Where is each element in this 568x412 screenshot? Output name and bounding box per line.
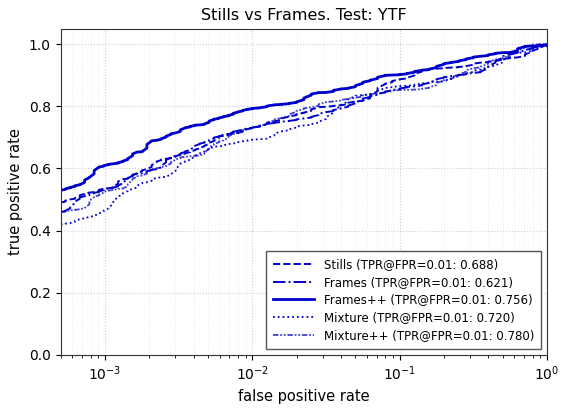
Frames (TPR@FPR=0.01: 0.621): (0.355, 0.91): 0.621): (0.355, 0.91) xyxy=(477,70,484,75)
Y-axis label: true positive rate: true positive rate xyxy=(9,128,23,255)
Stills (TPR@FPR=0.01: 0.688): (1, 0.999): 0.688): (1, 0.999) xyxy=(544,42,550,47)
Stills (TPR@FPR=0.01: 0.688): (0.0026, 0.631): 0.688): (0.0026, 0.631) xyxy=(162,156,169,161)
Mixture (TPR@FPR=0.01: 0.720): (0.631, 0.973): 0.720): (0.631, 0.973) xyxy=(514,50,521,55)
Stills (TPR@FPR=0.01: 0.688): (0.0005, 0.49): 0.688): (0.0005, 0.49) xyxy=(57,200,64,205)
Frames (TPR@FPR=0.01: 0.621): (0.224, 0.896): 0.621): (0.224, 0.896) xyxy=(448,74,454,79)
Stills (TPR@FPR=0.01: 0.688): (0.00378, 0.652): 0.688): (0.00378, 0.652) xyxy=(187,150,194,154)
Frames++ (TPR@FPR=0.01: 0.756): (0.00473, 0.742): 0.756): (0.00473, 0.742) xyxy=(201,122,208,127)
Frames++ (TPR@FPR=0.01: 0.756): (0.0026, 0.704): 0.756): (0.0026, 0.704) xyxy=(162,134,169,139)
Mixture (TPR@FPR=0.01: 0.720): (0.00378, 0.628): 0.720): (0.00378, 0.628) xyxy=(187,157,194,162)
Line: Frames (TPR@FPR=0.01: 0.621): Frames (TPR@FPR=0.01: 0.621) xyxy=(61,45,547,212)
Mixture++ (TPR@FPR=0.01: 0.780): (0.00378, 0.639): 0.780): (0.00378, 0.639) xyxy=(187,154,194,159)
Legend: Stills (TPR@FPR=0.01: 0.688), Frames (TPR@FPR=0.01: 0.621), Frames++ (TPR@FPR=0.: Stills (TPR@FPR=0.01: 0.688), Frames (TP… xyxy=(266,251,541,349)
Frames++ (TPR@FPR=0.01: 0.756): (0.0005, 0.53): 0.756): (0.0005, 0.53) xyxy=(57,188,64,193)
Frames (TPR@FPR=0.01: 0.621): (0.0005, 0.46): 0.621): (0.0005, 0.46) xyxy=(57,209,64,214)
Frames++ (TPR@FPR=0.01: 0.756): (1, 0.999): 0.756): (1, 0.999) xyxy=(544,42,550,47)
Line: Frames++ (TPR@FPR=0.01: 0.756): Frames++ (TPR@FPR=0.01: 0.756) xyxy=(61,44,547,190)
Frames (TPR@FPR=0.01: 0.621): (0.0026, 0.627): 0.621): (0.0026, 0.627) xyxy=(162,158,169,163)
Frames++ (TPR@FPR=0.01: 0.756): (0.00378, 0.734): 0.756): (0.00378, 0.734) xyxy=(187,124,194,129)
Stills (TPR@FPR=0.01: 0.688): (0.224, 0.925): 0.688): (0.224, 0.925) xyxy=(448,65,454,70)
Mixture++ (TPR@FPR=0.01: 0.780): (0.355, 0.925): 0.780): (0.355, 0.925) xyxy=(477,65,484,70)
Mixture (TPR@FPR=0.01: 0.720): (0.0026, 0.575): 0.720): (0.0026, 0.575) xyxy=(162,174,169,179)
Frames++ (TPR@FPR=0.01: 0.756): (0.355, 0.961): 0.756): (0.355, 0.961) xyxy=(477,54,484,59)
Line: Mixture++ (TPR@FPR=0.01: 0.780): Mixture++ (TPR@FPR=0.01: 0.780) xyxy=(61,44,547,212)
Frames (TPR@FPR=0.01: 0.621): (0.00378, 0.659): 0.621): (0.00378, 0.659) xyxy=(187,147,194,152)
Mixture++ (TPR@FPR=0.01: 0.780): (0.00473, 0.647): 0.780): (0.00473, 0.647) xyxy=(201,151,208,156)
Mixture (TPR@FPR=0.01: 0.720): (0.0005, 0.42): 0.720): (0.0005, 0.42) xyxy=(57,222,64,227)
Stills (TPR@FPR=0.01: 0.688): (0.355, 0.941): 0.688): (0.355, 0.941) xyxy=(477,60,484,65)
Mixture++ (TPR@FPR=0.01: 0.780): (0.224, 0.888): 0.780): (0.224, 0.888) xyxy=(448,77,454,82)
Mixture++ (TPR@FPR=0.01: 0.780): (0.631, 0.98): 0.780): (0.631, 0.98) xyxy=(514,48,521,53)
Mixture (TPR@FPR=0.01: 0.720): (1, 0.997): 0.720): (1, 0.997) xyxy=(544,43,550,48)
Frames++ (TPR@FPR=0.01: 0.756): (0.224, 0.941): 0.756): (0.224, 0.941) xyxy=(448,60,454,65)
Title: Stills vs Frames. Test: YTF: Stills vs Frames. Test: YTF xyxy=(201,8,407,23)
Frames++ (TPR@FPR=0.01: 0.756): (0.631, 0.986): 0.756): (0.631, 0.986) xyxy=(514,46,521,51)
Mixture++ (TPR@FPR=0.01: 0.780): (1, 1): 0.780): (1, 1) xyxy=(544,42,550,47)
Line: Mixture (TPR@FPR=0.01: 0.720): Mixture (TPR@FPR=0.01: 0.720) xyxy=(61,45,547,225)
Frames (TPR@FPR=0.01: 0.621): (0.00473, 0.683): 0.621): (0.00473, 0.683) xyxy=(201,140,208,145)
Stills (TPR@FPR=0.01: 0.688): (0.631, 0.957): 0.688): (0.631, 0.957) xyxy=(514,55,521,60)
Frames (TPR@FPR=0.01: 0.621): (0.631, 0.975): 0.621): (0.631, 0.975) xyxy=(514,49,521,54)
Stills (TPR@FPR=0.01: 0.688): (0.00473, 0.671): 0.688): (0.00473, 0.671) xyxy=(201,144,208,149)
Mixture++ (TPR@FPR=0.01: 0.780): (0.0005, 0.46): 0.780): (0.0005, 0.46) xyxy=(57,209,64,214)
Mixture (TPR@FPR=0.01: 0.720): (0.224, 0.888): 0.720): (0.224, 0.888) xyxy=(448,77,454,82)
Mixture (TPR@FPR=0.01: 0.720): (0.00473, 0.653): 0.720): (0.00473, 0.653) xyxy=(201,150,208,154)
Mixture (TPR@FPR=0.01: 0.720): (0.355, 0.919): 0.720): (0.355, 0.919) xyxy=(477,67,484,72)
Mixture++ (TPR@FPR=0.01: 0.780): (0.0026, 0.609): 0.780): (0.0026, 0.609) xyxy=(162,163,169,168)
X-axis label: false positive rate: false positive rate xyxy=(238,389,370,404)
Line: Stills (TPR@FPR=0.01: 0.688): Stills (TPR@FPR=0.01: 0.688) xyxy=(61,44,547,203)
Frames (TPR@FPR=0.01: 0.621): (1, 0.998): 0.621): (1, 0.998) xyxy=(544,42,550,47)
